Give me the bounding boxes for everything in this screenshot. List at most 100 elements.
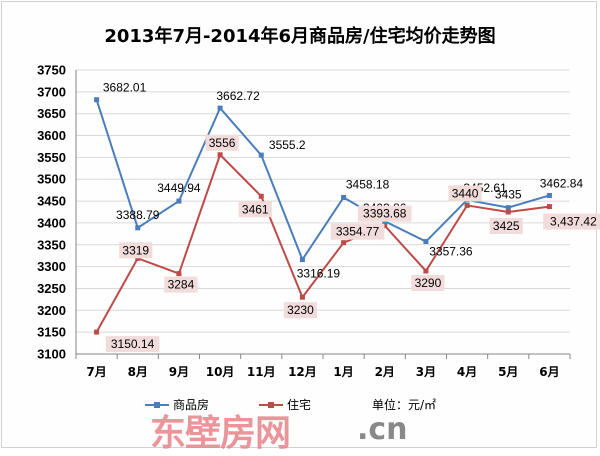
x-tick-label: 4月 (457, 365, 477, 379)
data-label: 3461 (242, 202, 269, 216)
series-1-point (423, 239, 429, 245)
series-1-point (217, 105, 223, 111)
data-label: 3555.2 (269, 138, 306, 152)
x-tick-label: 7月 (86, 365, 106, 379)
y-tick-label: 3150 (37, 325, 66, 340)
series-2-point (341, 240, 347, 246)
data-label: 3284 (168, 278, 195, 292)
watermark-text: 东壁房网 (150, 413, 291, 454)
watermark-domain: .cn (357, 412, 408, 447)
data-label-background (164, 276, 198, 293)
series-1-point (176, 198, 182, 204)
data-label-background (330, 223, 385, 240)
data-label: 3449.94 (157, 181, 201, 195)
data-label: 3,437.42 (550, 215, 597, 229)
axes (75, 70, 571, 359)
data-label: 3150.14 (111, 337, 155, 351)
series-1-point (341, 195, 347, 201)
series-2-point (505, 209, 511, 215)
data-label: 3357.36 (429, 245, 473, 259)
y-axis-ticks: 3100 3150 3200 3250 3300 3350 3400 3450 3500 3550… (37, 63, 66, 362)
data-label-background (119, 242, 153, 259)
data-label: 3354.77 (336, 225, 380, 239)
y-tick-label: 3450 (37, 194, 66, 209)
legend-swatch-series-1 (145, 401, 169, 408)
data-label: 3435 (495, 188, 522, 202)
legend-swatch-series-2 (259, 401, 283, 408)
y-tick-label: 3700 (37, 84, 66, 99)
y-tick-label: 3650 (37, 106, 66, 121)
series-1-point (258, 152, 264, 158)
y-tick-label: 3200 (37, 303, 66, 318)
y-tick-label: 3350 (37, 237, 66, 252)
x-tick-label: 10月 (206, 365, 235, 379)
series-2-point (258, 193, 264, 199)
y-tick-label: 3750 (37, 63, 66, 78)
data-labels: 3682.01 3388.79 3449.94 3662.72 3555.2 3316.1… (103, 81, 600, 353)
gridlines (76, 69, 570, 333)
series-2-point (423, 268, 429, 274)
legend: 商品房 住宅 单位：元/㎡ (145, 396, 475, 416)
series-line-2 (95, 152, 550, 333)
data-label: 3425 (493, 219, 520, 233)
x-axis-ticks: 7月 8月 9月 10月 11月 12月 1月 2月 3月 4月 5月 6月 (86, 365, 559, 379)
x-tick-label: 9月 (169, 365, 189, 379)
x-tick-label: 1月 (333, 365, 353, 379)
y-tick-label: 3400 (37, 215, 66, 230)
data-label-background (411, 274, 445, 291)
legend-item-series-2: 住宅 (259, 396, 311, 413)
watermark: 东壁房网 .cn (150, 404, 450, 454)
data-label-background (489, 218, 523, 234)
x-tick-label: 3月 (416, 365, 436, 379)
series-layer (94, 97, 552, 335)
y-tick-label: 3100 (37, 347, 66, 362)
data-label: 3458.18 (346, 178, 390, 192)
series-2-point (176, 271, 182, 277)
unit-label: 单位：元/㎡ (372, 398, 437, 412)
legend-label-series-2: 住宅 (287, 398, 312, 412)
series-2-point (382, 223, 388, 229)
data-label: 3319 (122, 243, 149, 257)
x-tick-label: 2月 (375, 365, 395, 379)
data-label: 3440 (452, 186, 479, 200)
data-label-background (105, 336, 160, 353)
series-1-point (94, 97, 100, 103)
y-tick-label: 3550 (37, 150, 66, 165)
series-1-point (299, 257, 305, 263)
data-label: 3316.19 (297, 267, 341, 281)
data-label-background (205, 134, 239, 151)
legend-label-series-1: 商品房 (173, 398, 210, 412)
x-tick-label: 12月 (288, 365, 317, 379)
data-label-background (448, 185, 482, 202)
data-label-background (238, 201, 272, 218)
data-label: 3393.68 (363, 207, 407, 221)
x-tick-label: 8月 (128, 365, 148, 379)
y-tick-label: 3500 (37, 172, 66, 187)
data-label: 3662.72 (216, 89, 260, 103)
series-2-point (217, 152, 223, 158)
chart-title: 2013年7月-2014年6月商品房/住宅均价走势图 (104, 26, 496, 47)
series-2-point (546, 204, 552, 210)
series-1-point (546, 192, 552, 198)
data-label-background (283, 302, 318, 319)
data-label: 3230 (287, 303, 314, 317)
series-1-point (505, 205, 511, 211)
data-label: 3462.84 (540, 176, 584, 190)
data-label: 3682.01 (103, 81, 147, 95)
data-label-background (543, 213, 600, 230)
legend-item-series-1: 商品房 (145, 396, 209, 413)
data-label: 3290 (415, 276, 442, 290)
series-2-point (464, 202, 470, 208)
y-tick-label: 3250 (37, 281, 66, 296)
series-1-point (135, 225, 141, 231)
data-label: 3388.79 (116, 208, 160, 222)
x-tick-label: 5月 (498, 365, 518, 379)
y-tick-label: 3300 (37, 259, 66, 274)
series-2-point (299, 294, 305, 300)
y-tick-label: 3600 (37, 128, 66, 143)
series-2-point (94, 329, 100, 335)
data-label: 3556 (209, 136, 236, 150)
x-tick-label: 11月 (247, 365, 276, 379)
data-label-background (357, 205, 412, 222)
